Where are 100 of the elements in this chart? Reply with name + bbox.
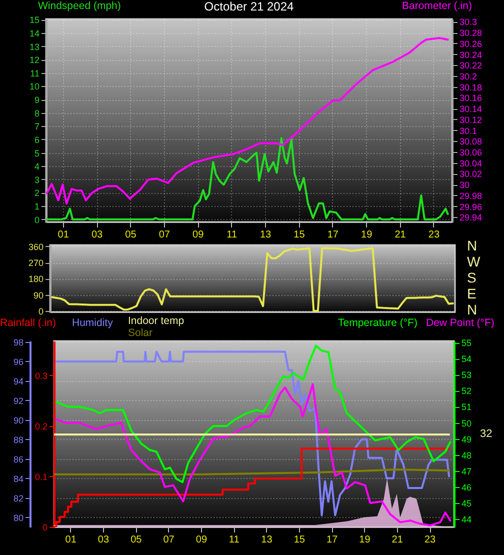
y-tick-label: 86	[13, 454, 24, 464]
x-tick-label: 21	[392, 534, 404, 546]
y-tick-label: 13	[29, 42, 40, 52]
x-tick-label: 13	[260, 230, 272, 240]
text: Humidity	[72, 317, 113, 329]
x-tick-label: 23	[424, 534, 436, 546]
y2-tick-label: 46	[462, 482, 472, 492]
y-tick-label: 84	[13, 474, 24, 484]
y-tick-label: 88	[13, 434, 24, 445]
y-tick-label: 15	[29, 15, 40, 26]
x-tick-label: 05	[130, 534, 142, 546]
line-series	[46, 137, 449, 220]
x-tick-label: 17	[326, 534, 338, 546]
text: Temperature (°F)	[338, 317, 418, 329]
x-tick-label: 11	[226, 230, 238, 240]
y-tick-label: 96	[13, 356, 24, 367]
x-tick-label: 21	[394, 230, 406, 240]
text: Dew Point (°F)	[426, 317, 494, 329]
y-tick-label: 3	[34, 174, 40, 185]
chart-title: October 21 2024	[204, 0, 294, 14]
text: E	[467, 286, 476, 302]
y2-tick-label: 44	[462, 514, 472, 524]
y-tick-label: 9	[34, 95, 40, 106]
y2-tick-label: 30.22	[460, 60, 482, 71]
y-tick-label: 94	[13, 376, 24, 386]
y3-tick-label: 0.3	[34, 370, 48, 381]
y-tick-label: 0	[34, 214, 40, 225]
y-tick-label: 1	[34, 202, 40, 212]
y-tick-label: 360	[28, 242, 44, 252]
y2-tick-label: 48	[462, 450, 472, 460]
y-tick-label: 82	[13, 493, 24, 504]
y-tick-label: 4	[34, 162, 40, 172]
y2-tick-label: 51	[462, 402, 472, 412]
y2-tick-label: 30	[460, 180, 470, 190]
y2-tick-label: 30.08	[460, 136, 482, 147]
y2-tick-label: 55	[462, 338, 472, 348]
y-tick-label: 98	[13, 337, 24, 348]
y-tick-label: 8	[34, 108, 40, 118]
line-series	[51, 247, 454, 312]
x-tick-label: 09	[192, 230, 204, 240]
y2-tick-label: 52	[462, 386, 472, 396]
y2-tick-label: 30.02	[460, 169, 482, 180]
text: W	[467, 254, 481, 270]
y2-tick-label: 45	[462, 498, 472, 508]
x-tick-label: 13	[261, 534, 273, 546]
x-tick-label: 07	[163, 534, 175, 546]
x-tick-label: 19	[359, 534, 371, 546]
text: N	[467, 302, 478, 318]
y-tick-label: 7	[34, 122, 40, 132]
y2-tick-label: 30.28	[460, 28, 482, 38]
y-tick-label: 5	[34, 148, 40, 158]
y3-tick-label: 0.2	[34, 421, 48, 432]
text: N	[467, 238, 478, 254]
text: Solar	[128, 327, 153, 339]
y2-tick-label: 30.2	[460, 71, 478, 82]
text: 32	[480, 428, 492, 440]
y2-tick-label: 54	[462, 354, 472, 364]
y2-tick-label: 50	[462, 418, 472, 428]
y2-tick-label: 30.16	[460, 93, 482, 104]
text: Barometer (.in)	[402, 0, 472, 12]
y2-tick-label: 49	[462, 434, 472, 444]
x-tick-label: 03	[98, 534, 110, 546]
y2-tick-label: 30.3	[460, 17, 478, 28]
x-tick-label: 07	[158, 230, 170, 240]
x-tick-label: 17	[327, 230, 339, 240]
y2-tick-label: 30.26	[460, 38, 482, 49]
y-tick-label: 80	[13, 512, 24, 523]
text: Indoor temp	[128, 315, 184, 327]
y2-tick-label: 30.24	[460, 50, 482, 60]
y2-tick-label: 29.96	[460, 202, 482, 212]
x-tick-label: 09	[196, 534, 208, 546]
y-tick-label: 270	[28, 258, 44, 268]
y-tick-label: 180	[28, 274, 44, 284]
line-series	[55, 344, 452, 484]
line-series	[46, 36, 449, 205]
x-tick-label: 01	[65, 534, 77, 546]
x-tick-label: 15	[294, 230, 306, 240]
y-tick-label: 2	[34, 188, 40, 198]
x-tick-label: 01	[58, 230, 70, 240]
y2-tick-label: 53	[462, 370, 472, 380]
y2-tick-label: 30.06	[460, 147, 482, 158]
y2-tick-label: 47	[462, 466, 472, 476]
y-tick-label: 11	[30, 68, 40, 78]
y-tick-label: 90	[33, 290, 44, 300]
y-tick-label: 6	[34, 134, 40, 145]
y2-tick-label: 30.04	[460, 158, 482, 168]
y-tick-label: 0	[38, 306, 44, 316]
y-tick-label: 90	[13, 415, 24, 426]
y2-tick-label: 30.12	[460, 114, 482, 125]
text: Rainfall (.in)	[0, 317, 56, 329]
x-tick-label: 11	[228, 534, 240, 546]
y3-tick-label: 0.1	[34, 472, 48, 482]
text: Windspeed (mph)	[38, 0, 121, 12]
text: S	[467, 270, 476, 286]
x-tick-label: 19	[361, 230, 373, 240]
x-tick-label: 05	[125, 230, 137, 240]
y2-tick-label: 29.94	[460, 212, 482, 223]
y2-tick-label: 30.1	[460, 126, 478, 136]
x-tick-label: 15	[294, 534, 306, 546]
y2-tick-label: 29.98	[460, 190, 482, 201]
